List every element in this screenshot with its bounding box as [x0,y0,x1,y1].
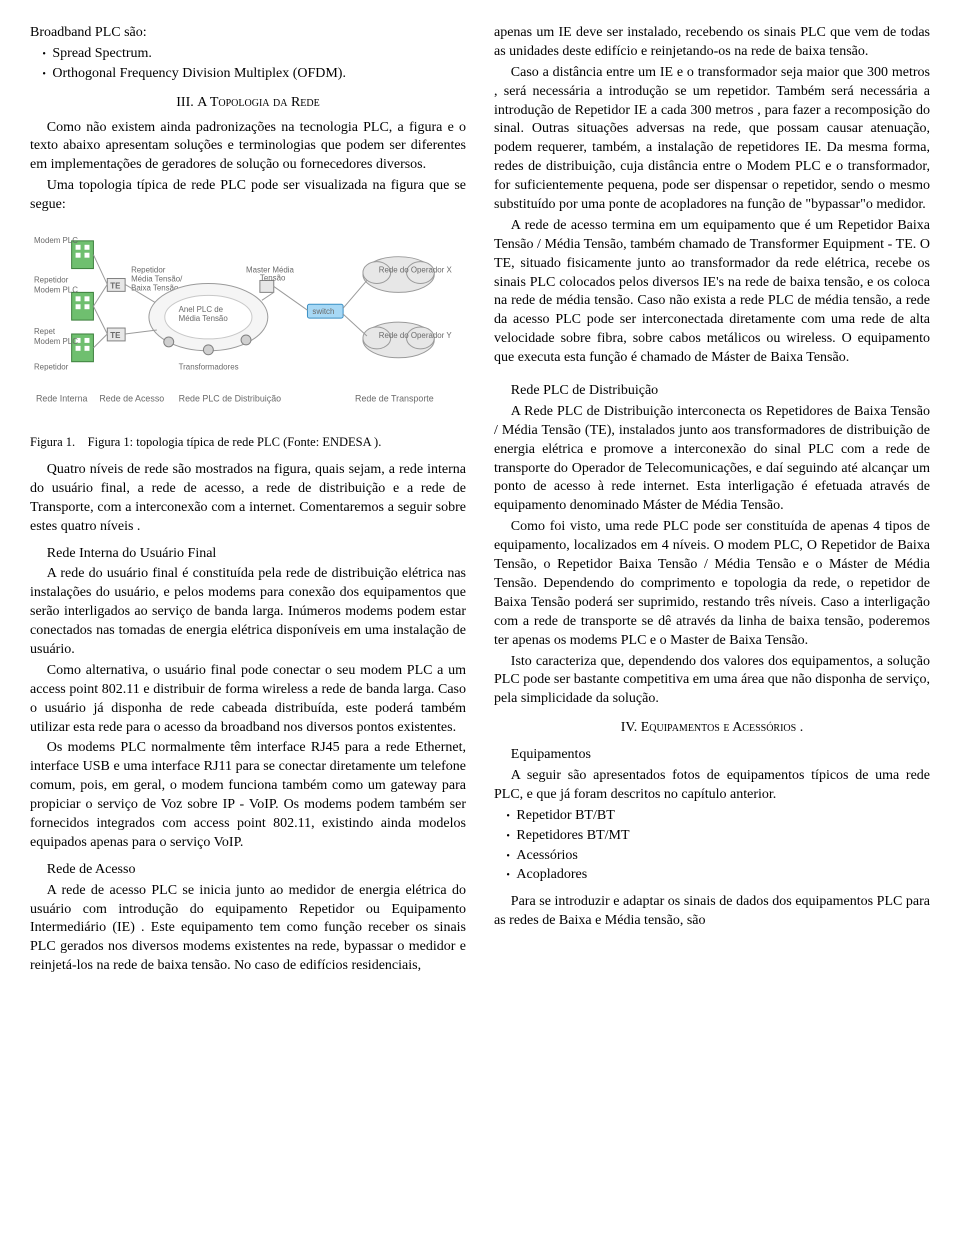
paragraph: Para se introduzir e adaptar os sinais d… [494,893,930,931]
list-item: Spread Spectrum. [52,45,466,64]
list-item: Acessórios [516,847,930,866]
label-rede-distrib: Rede PLC de Distribuição [179,393,282,403]
paragraph: Como não existem ainda padronizações na … [30,119,466,176]
paragraph: A rede do usuário final é constituída pe… [30,565,466,659]
label-modem-plc: Modem PLC [34,236,78,245]
subhead-rede-interna: Rede Interna do Usuário Final [30,545,466,564]
paragraph: A rede de acesso termina em um equipamen… [494,217,930,368]
subhead-rede-distrib: Rede PLC de Distribuição [494,382,930,401]
paragraph: A seguir são apresentados fotos de equip… [494,767,930,805]
figure-caption: Figura 1. Figura 1: topologia típica de … [30,434,466,451]
label-modem-plc-2: Modem PLC [34,285,78,294]
label-switch: switch [312,307,334,316]
left-column: Broadband PLC são: Spread Spectrum. Orth… [30,24,466,978]
paragraph: Quatro níveis de rede são mostrados na f… [30,461,466,537]
label-anel-mt: Anel PLC de [179,305,224,314]
paragraph: Isto caracteriza que, dependendo dos val… [494,653,930,710]
paragraph: Os modems PLC normalmente têm interface … [30,739,466,852]
section-title: Equipamentos e Acessórios . [641,720,803,735]
section-4-heading: IV. Equipamentos e Acessórios . [494,719,930,738]
figure-caption-text: Figura 1: topologia típica de rede PLC (… [88,435,382,449]
svg-text:TE: TE [110,281,120,290]
svg-text:Média Tensão/: Média Tensão/ [131,274,183,283]
paragraph: Como alternativa, o usuário final pode c… [30,662,466,738]
paragraph: Caso a distância entre um IE e o transfo… [494,64,930,215]
svg-text:Média Tensão: Média Tensão [179,314,229,323]
paragraph: apenas um IE deve ser instalado, receben… [494,24,930,62]
list-item: Repetidor BT/BT [516,807,930,826]
figure-caption-prefix: Figura 1. [30,435,75,449]
section-3-heading: III. A Topologia da Rede [30,94,466,113]
paragraph: Uma topologia típica de rede PLC pode se… [30,177,466,215]
list-item: Repetidores BT/MT [516,827,930,846]
topology-diagram: Modem PLC Repetidor Modem PLC Repet Mode… [30,223,466,421]
subhead-rede-acesso: Rede de Acesso [30,861,466,880]
label-transformadores: Transformadores [179,363,239,372]
list-item: Acopladores [516,866,930,885]
label-rede-interna: Rede Interna [36,393,88,403]
svg-text:Tensão: Tensão [260,273,286,282]
subhead-equipamentos: Equipamentos [494,746,930,765]
cloud-operator-x: Rede do Operador X [363,257,453,293]
paragraph: A Rede PLC de Distribuição interconecta … [494,403,930,516]
equip-bullets: Repetidor BT/BT Repetidores BT/MT Acessó… [494,807,930,886]
label-rede-acesso: Rede de Acesso [99,393,164,403]
paragraph: Como foi visto, uma rede PLC pode ser co… [494,518,930,650]
svg-text:Rede do Operador X: Rede do Operador X [379,266,453,275]
intro-bullets: Spread Spectrum. Orthogonal Frequency Di… [30,45,466,84]
svg-text:TE: TE [110,331,120,340]
section-number: IV. [621,720,637,735]
label-rede-transporte: Rede de Transporte [355,393,434,403]
intro-line: Broadband PLC são: [30,24,466,43]
label-repetidor-2: Repet [34,327,56,336]
label-modem-plc-3: Modem PLC [34,337,78,346]
paragraph: A rede de acesso PLC se inicia junto ao … [30,882,466,976]
cloud-operator-y: Rede do Operador Y [363,322,452,358]
figure-1: Modem PLC Repetidor Modem PLC Repet Mode… [30,223,466,451]
label-repetidor: Repetidor [34,275,69,284]
right-column: apenas um IE deve ser instalado, receben… [494,24,930,978]
list-item: Orthogonal Frequency Division Multiplex … [52,65,466,84]
section-title: A Topologia da Rede [197,95,319,110]
svg-text:Rede do Operador Y: Rede do Operador Y [379,331,453,340]
section-number: III. [176,95,194,110]
label-repetidor-3: Repetidor [34,363,69,372]
label-repetidor-mt-bt: Repetidor [131,266,166,275]
